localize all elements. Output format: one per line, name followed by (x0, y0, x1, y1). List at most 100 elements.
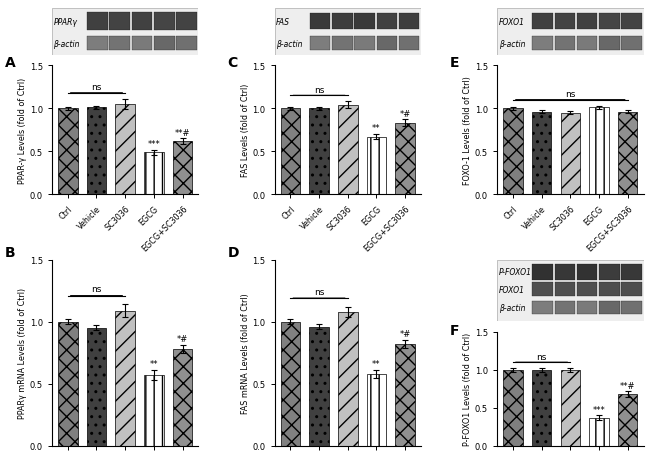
Bar (376, 14, 397, 30)
Bar (58, 109, 77, 195)
Text: ns: ns (91, 83, 101, 92)
Bar (532, 14, 552, 30)
Y-axis label: PPAR-γ Levels (fold of Ctrl): PPAR-γ Levels (fold of Ctrl) (18, 77, 27, 183)
Text: P-FOXO1: P-FOXO1 (499, 268, 532, 277)
Bar (621, 301, 642, 315)
Bar (599, 301, 619, 315)
Bar (116, 311, 135, 446)
Bar (599, 283, 619, 296)
Bar (176, 13, 197, 31)
Text: ns: ns (91, 284, 101, 293)
Text: β-actin: β-actin (276, 40, 302, 48)
Text: β-actin: β-actin (499, 303, 525, 313)
Bar (376, 37, 397, 51)
Text: ***: *** (593, 405, 605, 414)
Bar (338, 312, 358, 446)
Bar (503, 370, 523, 446)
Bar (532, 112, 551, 195)
Bar (116, 105, 135, 195)
Bar (577, 283, 597, 296)
Bar (176, 37, 197, 51)
Text: ns: ns (565, 90, 575, 99)
Bar (532, 283, 552, 296)
Text: *#: *# (400, 110, 411, 118)
Bar (367, 137, 386, 195)
Bar (590, 108, 609, 195)
Text: FAS: FAS (276, 18, 290, 26)
Bar (87, 37, 108, 51)
Bar (621, 283, 642, 296)
Bar (144, 153, 164, 195)
Bar (332, 14, 352, 30)
Bar (618, 112, 638, 195)
Text: C: C (227, 56, 238, 70)
Bar (281, 109, 300, 195)
Bar (144, 375, 164, 446)
Bar (599, 14, 619, 30)
Text: β-actin: β-actin (499, 40, 525, 48)
Bar (132, 13, 152, 31)
Text: **#: **# (620, 381, 636, 390)
Bar (58, 322, 77, 446)
Bar (132, 37, 152, 51)
Bar (560, 113, 580, 195)
Bar (621, 37, 642, 51)
Bar (109, 37, 130, 51)
Bar (86, 108, 106, 195)
Bar (87, 13, 108, 31)
Text: A: A (5, 56, 16, 70)
Bar (554, 265, 575, 280)
Y-axis label: P-FOXO1 Levels (fold of Ctrl): P-FOXO1 Levels (fold of Ctrl) (463, 333, 472, 445)
Bar (532, 301, 552, 315)
Bar (618, 394, 638, 446)
Bar (281, 322, 300, 446)
Bar (599, 37, 619, 51)
Bar (577, 14, 597, 30)
Bar (554, 37, 575, 51)
Bar (173, 349, 192, 446)
Text: FOXO1: FOXO1 (499, 285, 525, 294)
Text: **: ** (150, 359, 158, 368)
Bar (554, 283, 575, 296)
Bar (599, 265, 619, 280)
Text: FOXO1: FOXO1 (499, 18, 525, 26)
Bar (338, 106, 358, 195)
Bar (532, 265, 552, 280)
Y-axis label: FAS Levels (fold of Ctrl): FAS Levels (fold of Ctrl) (240, 84, 250, 177)
Bar (309, 109, 329, 195)
Y-axis label: FAS mRNA Levels (fold of Ctrl): FAS mRNA Levels (fold of Ctrl) (240, 293, 250, 413)
Bar (621, 14, 642, 30)
Bar (532, 370, 551, 446)
Bar (554, 14, 575, 30)
Bar (554, 301, 575, 315)
Bar (395, 124, 415, 195)
Text: B: B (5, 245, 16, 259)
Text: ***: *** (148, 140, 161, 148)
Bar (332, 37, 352, 51)
Text: D: D (227, 245, 239, 259)
Text: **: ** (372, 359, 381, 368)
Bar (309, 37, 330, 51)
Bar (577, 301, 597, 315)
Bar (399, 14, 419, 30)
Y-axis label: PPARγ mRNA Levels (fold of Ctrl): PPARγ mRNA Levels (fold of Ctrl) (18, 288, 27, 419)
Text: E: E (450, 56, 460, 70)
Bar (154, 37, 175, 51)
Text: ns: ns (314, 86, 324, 94)
Text: β-actin: β-actin (53, 40, 80, 48)
Bar (503, 109, 523, 195)
Bar (577, 265, 597, 280)
Text: **#: **# (175, 128, 190, 137)
Text: *#: *# (400, 329, 411, 338)
Bar (173, 142, 192, 195)
Bar (86, 328, 106, 446)
Bar (309, 14, 330, 30)
Bar (560, 370, 580, 446)
Bar (354, 37, 375, 51)
Y-axis label: FOXO-1 Levels (fold of Ctrl): FOXO-1 Levels (fold of Ctrl) (463, 76, 472, 185)
Bar (367, 374, 386, 446)
Bar (590, 418, 609, 446)
Text: ns: ns (314, 287, 324, 296)
Bar (309, 327, 329, 446)
Bar (109, 13, 130, 31)
